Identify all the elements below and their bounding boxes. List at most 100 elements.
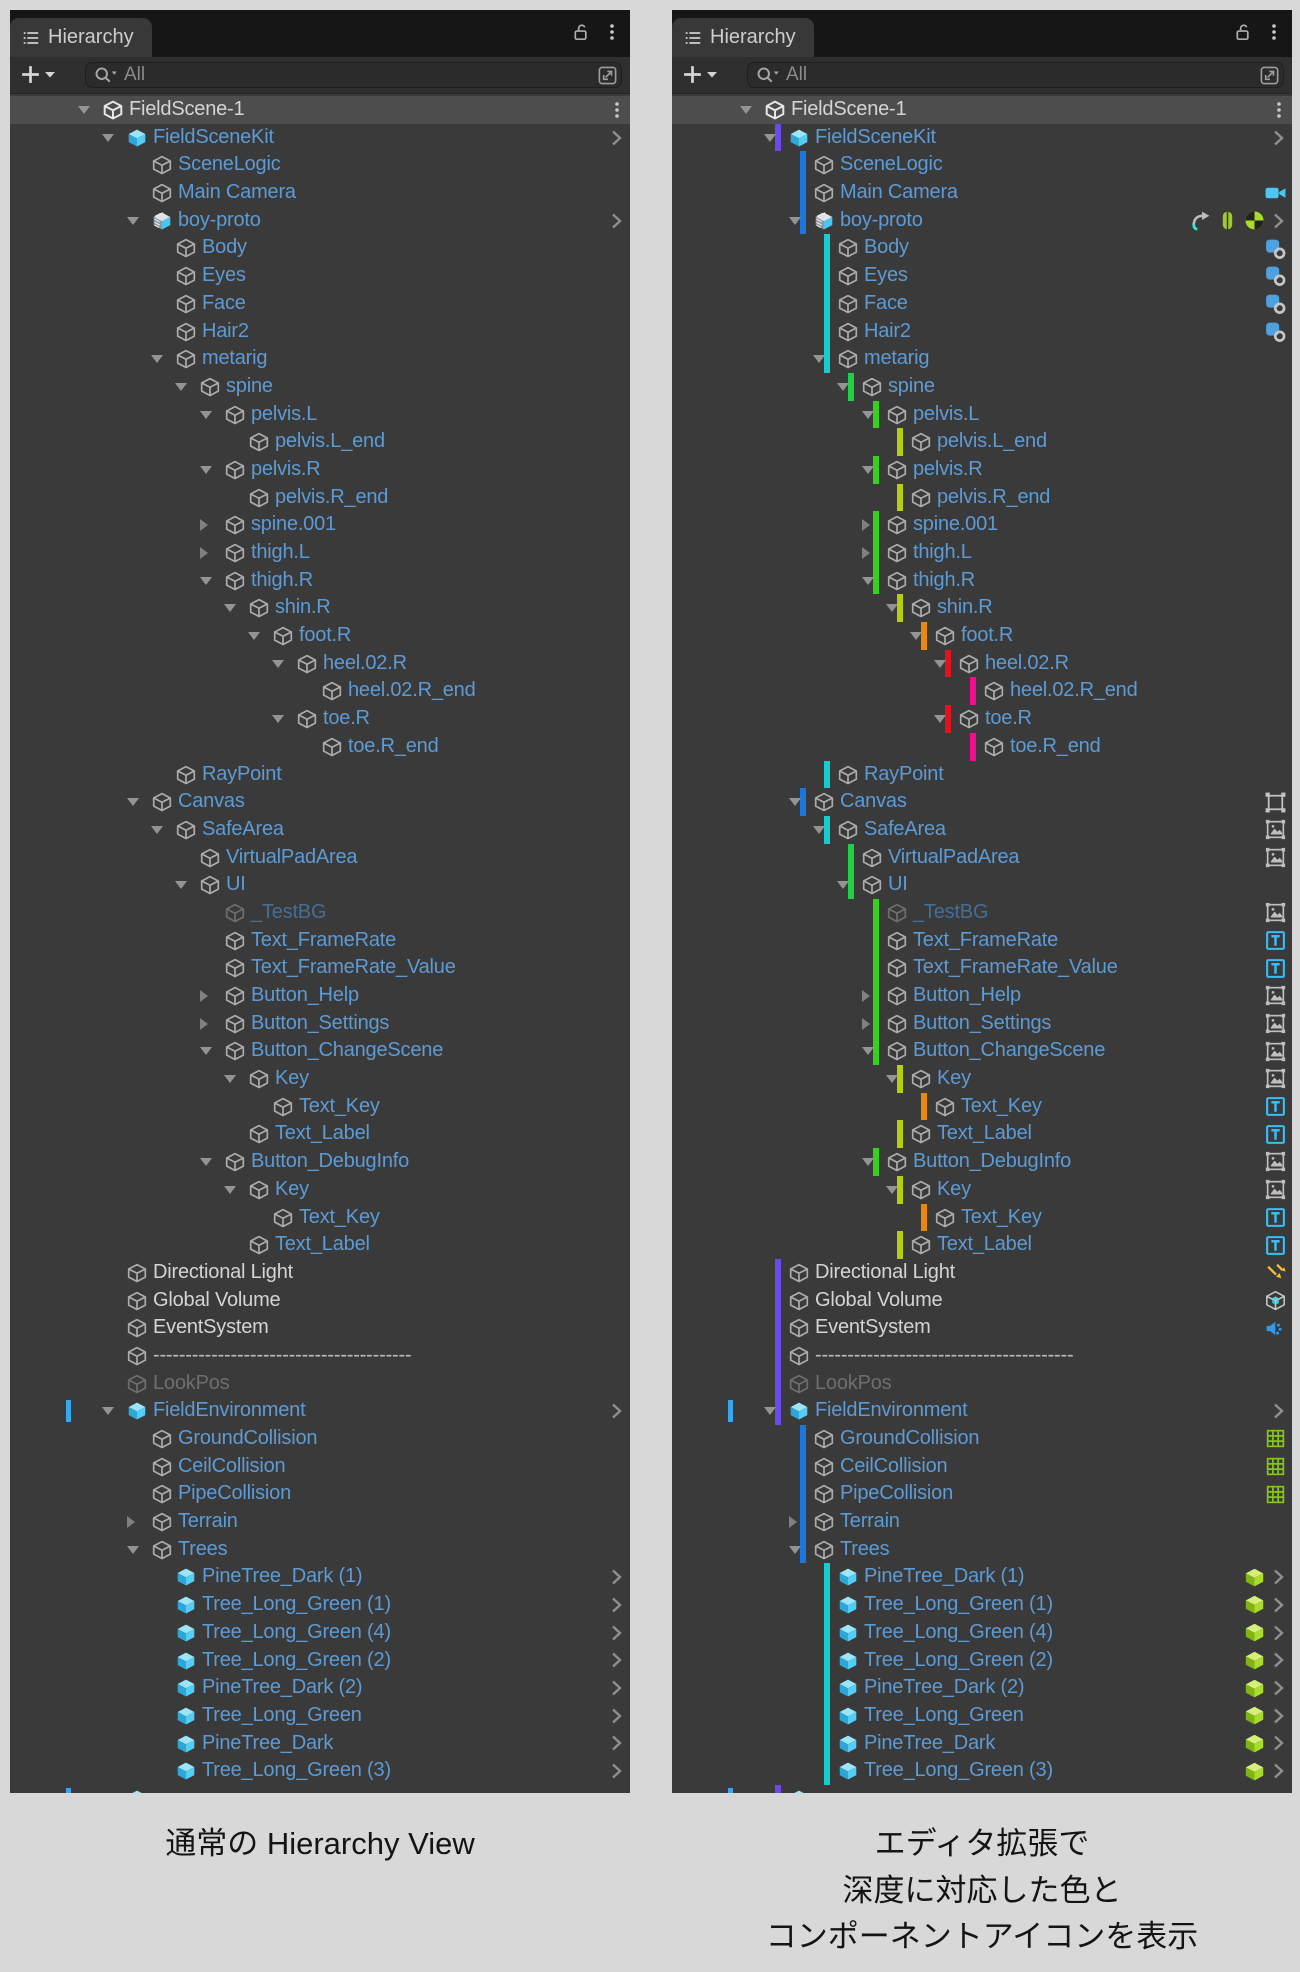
tree-row[interactable]: Tree_Long_Green (2): [672, 1646, 1292, 1675]
prefab-chevron-icon[interactable]: [1270, 1567, 1287, 1587]
tree-row[interactable]: Text_FrameRate_Value: [672, 954, 1292, 982]
foldout-collapsed-icon[interactable]: [200, 519, 208, 532]
foldout-collapsed-icon[interactable]: [862, 1017, 870, 1030]
tree-row[interactable]: UI: [10, 871, 630, 899]
tree-row[interactable]: Tree_Long_Green (4): [10, 1619, 630, 1647]
tab-hierarchy[interactable]: Hierarchy: [10, 18, 152, 57]
foldout-expanded-icon[interactable]: [789, 216, 801, 225]
tree-row[interactable]: Eyes: [672, 262, 1292, 290]
tree-row[interactable]: PipeCollision: [672, 1480, 1292, 1509]
foldout-collapsed-icon[interactable]: [127, 1516, 135, 1529]
tree-row[interactable]: Tree_Long_Green: [10, 1702, 630, 1730]
foldout-expanded-icon[interactable]: [862, 1047, 874, 1056]
prefab-chevron-icon[interactable]: [1270, 1401, 1287, 1421]
tree-row[interactable]: Canvas: [672, 788, 1292, 816]
foldout-expanded-icon[interactable]: [200, 1047, 212, 1056]
tree-row[interactable]: Key: [672, 1175, 1292, 1204]
foldout-expanded-icon[interactable]: [789, 798, 801, 807]
tree-row[interactable]: heel.02.R_end: [10, 677, 630, 705]
prefab-chevron-icon[interactable]: [608, 1678, 625, 1698]
foldout-collapsed-icon[interactable]: [200, 990, 208, 1002]
tree-row[interactable]: SceneLogic: [672, 151, 1292, 180]
tree-row[interactable]: VirtualPadArea: [672, 843, 1292, 872]
tree-row[interactable]: Trees: [672, 1535, 1292, 1564]
tree-row[interactable]: ----------------------------------------: [672, 1341, 1292, 1370]
tree-row[interactable]: SafeArea: [672, 815, 1292, 844]
tree-row[interactable]: Main Camera: [10, 179, 630, 207]
foldout-expanded-icon[interactable]: [886, 604, 898, 613]
tree-row[interactable]: ----------------------------------------: [10, 1342, 630, 1370]
tree-row[interactable]: FieldScene-1: [10, 96, 630, 124]
tree-row[interactable]: metarig: [10, 345, 630, 373]
tree-row[interactable]: toe.R_end: [672, 732, 1292, 761]
tree-row[interactable]: pelvis.L_end: [672, 428, 1292, 456]
search-input[interactable]: [784, 63, 1255, 87]
add-object-button[interactable]: [681, 63, 704, 86]
prefab-chevron-icon[interactable]: [1270, 211, 1287, 231]
foldout-expanded-icon[interactable]: [200, 576, 212, 585]
tree-row[interactable]: shin.R: [672, 594, 1292, 623]
foldout-expanded-icon[interactable]: [224, 604, 236, 613]
tree-row[interactable]: heel.02.R: [10, 650, 630, 678]
tree-row[interactable]: Button_Settings: [672, 1009, 1292, 1038]
tree-row[interactable]: Button_Settings: [10, 1010, 630, 1038]
open-search-window-icon[interactable]: [597, 65, 618, 86]
unlock-icon[interactable]: [571, 22, 592, 43]
tree-row[interactable]: pelvis.L_end: [10, 428, 630, 456]
tree-row[interactable]: RayPoint: [672, 760, 1292, 789]
tree-row[interactable]: Directional Light: [672, 1258, 1292, 1287]
row-kebab-menu-icon[interactable]: [609, 99, 625, 121]
foldout-expanded-icon[interactable]: [837, 382, 849, 391]
tree-row[interactable]: Text_Key: [672, 1092, 1292, 1121]
foldout-expanded-icon[interactable]: [886, 1185, 898, 1194]
tree-row[interactable]: Tree_Long_Green (3): [10, 1757, 630, 1785]
prefab-chevron-icon[interactable]: [608, 1650, 625, 1670]
tree-row[interactable]: PineTree_Dark (2): [10, 1674, 630, 1702]
foldout-expanded-icon[interactable]: [789, 1545, 801, 1554]
tree-row[interactable]: heel.02.R: [672, 649, 1292, 678]
foldout-expanded-icon[interactable]: [862, 465, 874, 474]
tree-row[interactable]: Text_FrameRate: [672, 926, 1292, 955]
tree-row[interactable]: Body: [10, 234, 630, 262]
tree-row[interactable]: FieldSceneKit: [10, 124, 630, 152]
prefab-chevron-icon[interactable]: [608, 211, 625, 231]
tree-row[interactable]: pelvis.R_end: [10, 484, 630, 512]
tree-row[interactable]: VirtualPadArea: [10, 844, 630, 872]
tree-row[interactable]: UI: [672, 871, 1292, 899]
tree-row[interactable]: RayPoint: [10, 761, 630, 789]
tree-row[interactable]: Global Volume: [672, 1286, 1292, 1315]
prefab-chevron-icon[interactable]: [1270, 1623, 1287, 1643]
prefab-chevron-icon[interactable]: [1270, 1761, 1287, 1781]
tab-hierarchy[interactable]: Hierarchy: [672, 18, 814, 57]
add-dropdown-caret-icon[interactable]: [707, 71, 717, 78]
tree-row[interactable]: EventSystem: [10, 1314, 630, 1342]
tree-row[interactable]: Button_ChangeScene: [10, 1037, 630, 1065]
tree-row[interactable]: Trees: [10, 1536, 630, 1564]
tree-row[interactable]: Tree_Long_Green (2): [10, 1647, 630, 1675]
foldout-expanded-icon[interactable]: [862, 576, 874, 585]
unlock-icon[interactable]: [1233, 22, 1254, 43]
prefab-chevron-icon[interactable]: [608, 128, 625, 148]
foldout-expanded-icon[interactable]: [813, 825, 825, 834]
tree-row[interactable]: Global Volume: [10, 1287, 630, 1315]
tree-row[interactable]: thigh.R: [10, 567, 630, 595]
tree-row[interactable]: Tree_Long_Green: [672, 1701, 1292, 1730]
tree-row[interactable]: GroundCollision: [672, 1425, 1292, 1453]
tree-row[interactable]: boy-proto: [10, 207, 630, 235]
add-dropdown-caret-icon[interactable]: [45, 71, 55, 78]
tree-row[interactable]: Eyes: [10, 262, 630, 290]
prefab-chevron-icon[interactable]: [1270, 1733, 1287, 1753]
tree-row[interactable]: CeilCollision: [10, 1453, 630, 1481]
foldout-expanded-icon[interactable]: [862, 1158, 874, 1167]
foldout-expanded-icon[interactable]: [934, 715, 946, 724]
foldout-collapsed-icon[interactable]: [862, 519, 870, 532]
tree-row[interactable]: Face: [672, 289, 1292, 318]
foldout-expanded-icon[interactable]: [127, 798, 139, 807]
tree-row[interactable]: Tree_Long_Green (1): [10, 1591, 630, 1619]
tree-row[interactable]: FieldSceneKit: [672, 123, 1292, 152]
tree-row[interactable]: Tree_Long_Green (1): [672, 1591, 1292, 1619]
tree-row[interactable]: thigh.L: [10, 539, 630, 567]
tree-row[interactable]: Text_Label: [672, 1231, 1292, 1259]
foldout-expanded-icon[interactable]: [740, 106, 752, 114]
foldout-expanded-icon[interactable]: [102, 133, 114, 142]
